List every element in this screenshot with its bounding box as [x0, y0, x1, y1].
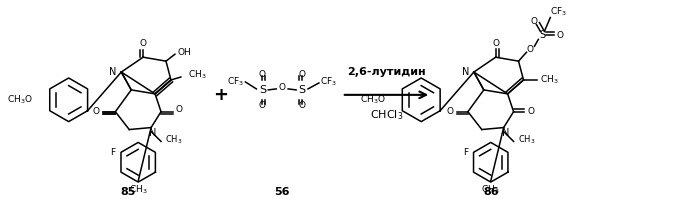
Text: O: O	[556, 31, 563, 40]
Text: F: F	[110, 148, 115, 157]
Text: CF$_3$: CF$_3$	[551, 5, 567, 18]
Text: CH$_3$: CH$_3$	[187, 69, 206, 81]
Text: O: O	[531, 17, 538, 26]
Text: OH: OH	[178, 48, 192, 57]
Text: N: N	[461, 67, 469, 77]
Text: N: N	[149, 128, 157, 138]
Text: 2,6-лутидин: 2,6-лутидин	[347, 67, 426, 77]
Text: 86: 86	[483, 187, 498, 197]
Text: S: S	[539, 30, 546, 40]
Text: O: O	[139, 39, 146, 48]
Text: O: O	[447, 107, 454, 116]
Text: O: O	[298, 101, 305, 110]
Text: CH$_3$O: CH$_3$O	[360, 94, 385, 106]
Text: CH$_3$O: CH$_3$O	[7, 94, 33, 106]
Text: O: O	[527, 45, 534, 54]
Text: CF$_3$: CF$_3$	[320, 76, 337, 88]
Text: S: S	[298, 85, 305, 95]
Text: O: O	[93, 107, 100, 116]
Text: O: O	[259, 69, 266, 79]
Text: CF$_3$: CF$_3$	[227, 76, 245, 88]
Text: O: O	[259, 101, 266, 110]
Text: O: O	[492, 39, 499, 48]
Text: N: N	[502, 128, 510, 138]
Text: O: O	[279, 83, 286, 92]
Text: +: +	[213, 86, 228, 104]
Text: CH$_3$: CH$_3$	[482, 184, 500, 196]
Text: 85: 85	[121, 187, 136, 197]
Text: 56: 56	[275, 187, 290, 197]
Text: CH$_3$: CH$_3$	[165, 133, 183, 146]
Text: O: O	[298, 69, 305, 79]
Text: F: F	[463, 148, 468, 157]
Text: CHCl$_3$: CHCl$_3$	[370, 108, 403, 122]
Text: S: S	[259, 85, 266, 95]
Text: CH$_3$: CH$_3$	[129, 184, 148, 196]
Text: CH$_3$: CH$_3$	[518, 133, 535, 146]
Text: O: O	[528, 107, 535, 116]
Text: N: N	[109, 67, 116, 77]
Text: CH$_3$: CH$_3$	[540, 74, 559, 86]
Text: O: O	[176, 105, 183, 114]
